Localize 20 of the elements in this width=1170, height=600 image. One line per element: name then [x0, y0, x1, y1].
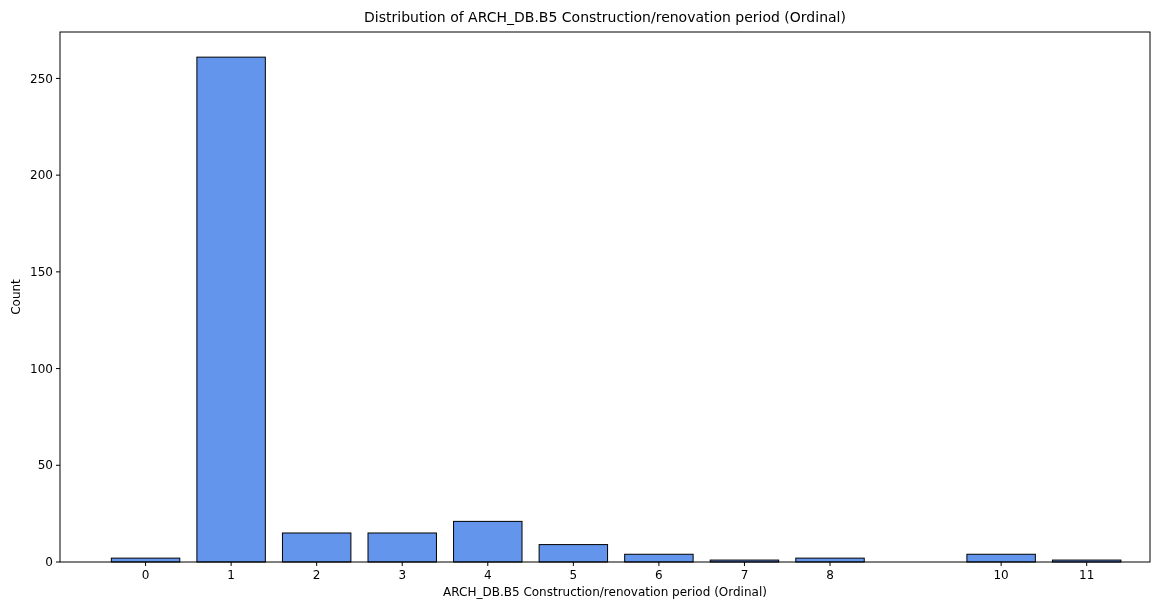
y-tick-label: 50 — [37, 458, 53, 473]
x-tick-label: 4 — [483, 568, 492, 582]
y-tick-label: 100 — [30, 361, 53, 376]
x-tick-label: 0 — [141, 568, 150, 582]
y-tick-label: 200 — [30, 168, 53, 183]
x-tick-label: 7 — [740, 568, 749, 582]
x-tick-label: 10 — [993, 568, 1009, 582]
y-tick-label: 0 — [45, 555, 53, 570]
x-tick-label: 11 — [1079, 568, 1095, 582]
x-tick-label: 5 — [569, 568, 578, 582]
chart-title: Distribution of ARCH_DB.B5 Construction/renovation period (Ordinal) — [364, 9, 846, 25]
x-tick-label: 1 — [227, 568, 235, 582]
y-tick-label: 150 — [30, 265, 53, 280]
x-axis-title: ARCH_DB.B5 Construction/renovation period (Ordinal) — [443, 585, 767, 599]
x-tick-label: 2 — [312, 568, 321, 582]
y-axis-title: Count — [9, 278, 23, 315]
x-tick-label: 6 — [655, 568, 663, 582]
y-tick-label: 250 — [30, 71, 53, 86]
x-tick-label: 3 — [398, 568, 407, 582]
x-tick-label: 8 — [826, 568, 834, 582]
